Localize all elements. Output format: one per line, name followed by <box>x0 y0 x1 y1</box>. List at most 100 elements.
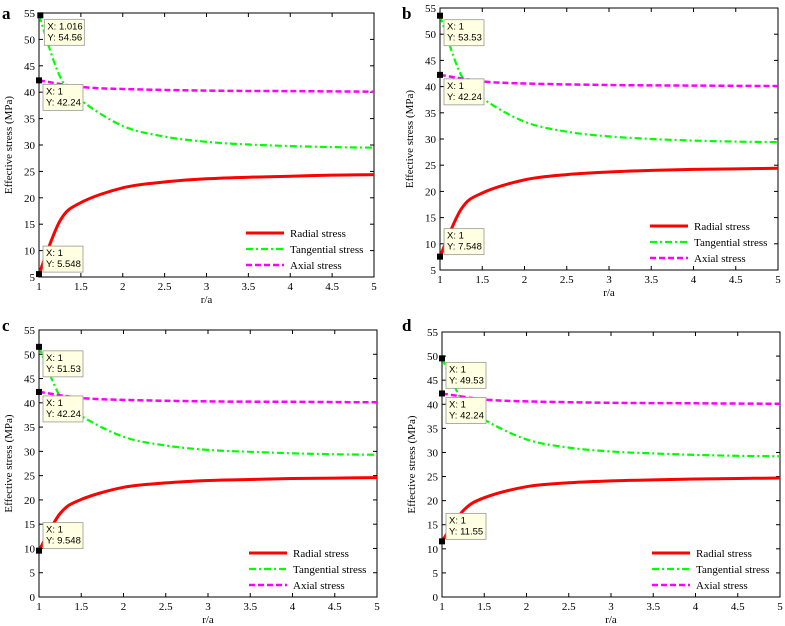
datatip-text: X: 1 <box>449 399 466 410</box>
x-tick-label: 4 <box>691 274 697 286</box>
x-tick-label: 2.5 <box>560 274 574 286</box>
x-tick-label: 2 <box>120 281 126 293</box>
y-tick-label: 20 <box>24 495 36 507</box>
legend-entry: Radial stress <box>290 228 346 240</box>
legend-entry: Radial stress <box>293 548 349 560</box>
series-line-radial-stress <box>440 166 778 258</box>
x-axis-label: r/a <box>603 287 615 299</box>
y-tick-label: 35 <box>425 108 437 120</box>
y-tick-label: 40 <box>425 82 437 94</box>
datatip: X: 1Y: 42.24 <box>36 77 84 111</box>
legend-entry: Radial stress <box>694 221 750 233</box>
plot-frame <box>38 329 378 598</box>
y-tick-label: 35 <box>24 422 36 434</box>
y-tick-label: 50 <box>24 34 36 46</box>
datatip-marker <box>36 388 42 395</box>
datatip-marker <box>36 271 42 278</box>
datatip: X: 1Y: 42.24 <box>36 388 84 423</box>
datatip-marker <box>437 71 443 78</box>
datatip: X: 1Y: 42.24 <box>439 390 487 424</box>
y-tick-label: 5 <box>30 568 36 580</box>
x-tick-label: 4.5 <box>729 274 743 286</box>
x-axis-label: r/a <box>202 614 214 626</box>
datatip-box <box>42 245 84 273</box>
y-tick-label: 55 <box>24 8 36 20</box>
y-tick-label: 45 <box>24 374 36 386</box>
y-tick-label: 10 <box>427 544 439 556</box>
x-tick-label: 2 <box>522 274 528 286</box>
y-tick-label: 10 <box>24 246 36 258</box>
datatip: X: 1Y: 53.53 <box>437 12 485 47</box>
x-tick-label: 2 <box>524 601 530 613</box>
datatip-text: X: 1 <box>46 353 63 364</box>
x-tick-label: 3 <box>204 281 210 293</box>
datatip: X: 1Y: 51.53 <box>36 343 84 378</box>
datatip: X: 1Y: 5.548 <box>36 245 84 278</box>
datatip-text: X: 1 <box>46 86 63 97</box>
plot-frame <box>38 12 375 278</box>
datatip-marker <box>439 390 445 397</box>
y-tick-label: 35 <box>24 114 36 126</box>
series-line-radial-stress <box>39 476 377 552</box>
datatip-text: Y: 42.24 <box>449 410 484 421</box>
y-tick-label: 50 <box>425 29 437 41</box>
x-tick-label: 3 <box>608 601 614 613</box>
datatip-box <box>42 350 84 378</box>
datatip-text: Y: 7.548 <box>447 242 482 253</box>
x-tick-label: 4 <box>693 601 699 613</box>
y-tick-label: 25 <box>425 160 437 172</box>
datatip-text: Y: 42.24 <box>447 92 482 103</box>
y-axis-label: Effective stress (MPa) <box>3 96 15 194</box>
datatip-box <box>43 18 85 46</box>
datatip: X: 1Y: 7.548 <box>437 228 485 260</box>
x-tick-label: 1.5 <box>74 281 88 293</box>
legend-entry: Axial stress <box>694 253 746 265</box>
series-line-radial-stress <box>39 173 374 275</box>
y-tick-label: 5 <box>433 568 439 580</box>
x-tick-label: 1 <box>439 601 445 613</box>
datatip-marker <box>437 12 443 19</box>
series-line-radial-stress <box>442 476 780 543</box>
datatip: X: 1Y: 9.548 <box>36 522 84 554</box>
datatip-text: Y: 54.56 <box>47 32 82 43</box>
datatip: X: 1Y: 42.24 <box>437 71 485 106</box>
datatip-text: X: 1 <box>447 231 464 242</box>
y-tick-label: 25 <box>24 166 36 178</box>
x-axis-label: r/a <box>201 294 213 306</box>
datatip-box <box>445 512 487 540</box>
y-tick-label: 15 <box>24 519 36 531</box>
y-tick-label: 40 <box>24 398 36 410</box>
datatip-text: Y: 53.53 <box>447 33 482 44</box>
datatip-text: Y: 11.55 <box>449 526 483 537</box>
datatip-box <box>445 397 487 424</box>
datatip-marker <box>437 253 443 260</box>
datatip: X: 1Y: 11.55 <box>439 512 487 545</box>
datatip-text: Y: 49.53 <box>449 375 484 386</box>
y-axis-label: Effective stress (MPa) <box>404 90 416 188</box>
panel-a: a1 1.5 2 2.5 3 3.5 4 4.5 5510152025303540455055r… <box>2 4 377 306</box>
x-tick-label: 3.5 <box>242 281 256 293</box>
datatip-box <box>443 19 485 47</box>
x-tick-label: 2.5 <box>159 601 173 613</box>
y-tick-label: 50 <box>427 351 439 363</box>
series-line-tangential-stress <box>39 346 377 456</box>
x-tick-label: 5 <box>371 281 377 293</box>
series-line-axial-stress <box>39 79 374 93</box>
datatip-text: X: 1 <box>449 364 466 375</box>
y-tick-label: 0 <box>433 592 439 604</box>
datatip-box <box>42 83 84 111</box>
y-tick-label: 45 <box>24 61 36 73</box>
y-tick-label: 55 <box>425 3 437 15</box>
y-tick-label: 30 <box>24 140 36 152</box>
y-tick-label: 40 <box>24 87 36 99</box>
y-tick-label: 15 <box>427 520 439 532</box>
datatip-box <box>443 78 485 106</box>
y-tick-label: 50 <box>24 349 36 361</box>
x-axis-label: r/a <box>605 614 617 626</box>
y-tick-label: 30 <box>425 134 437 146</box>
x-tick-label: 4.5 <box>328 601 342 613</box>
panel-letter: a <box>2 4 11 23</box>
datatip-marker <box>439 355 445 362</box>
datatip-text: Y: 51.53 <box>46 364 81 375</box>
